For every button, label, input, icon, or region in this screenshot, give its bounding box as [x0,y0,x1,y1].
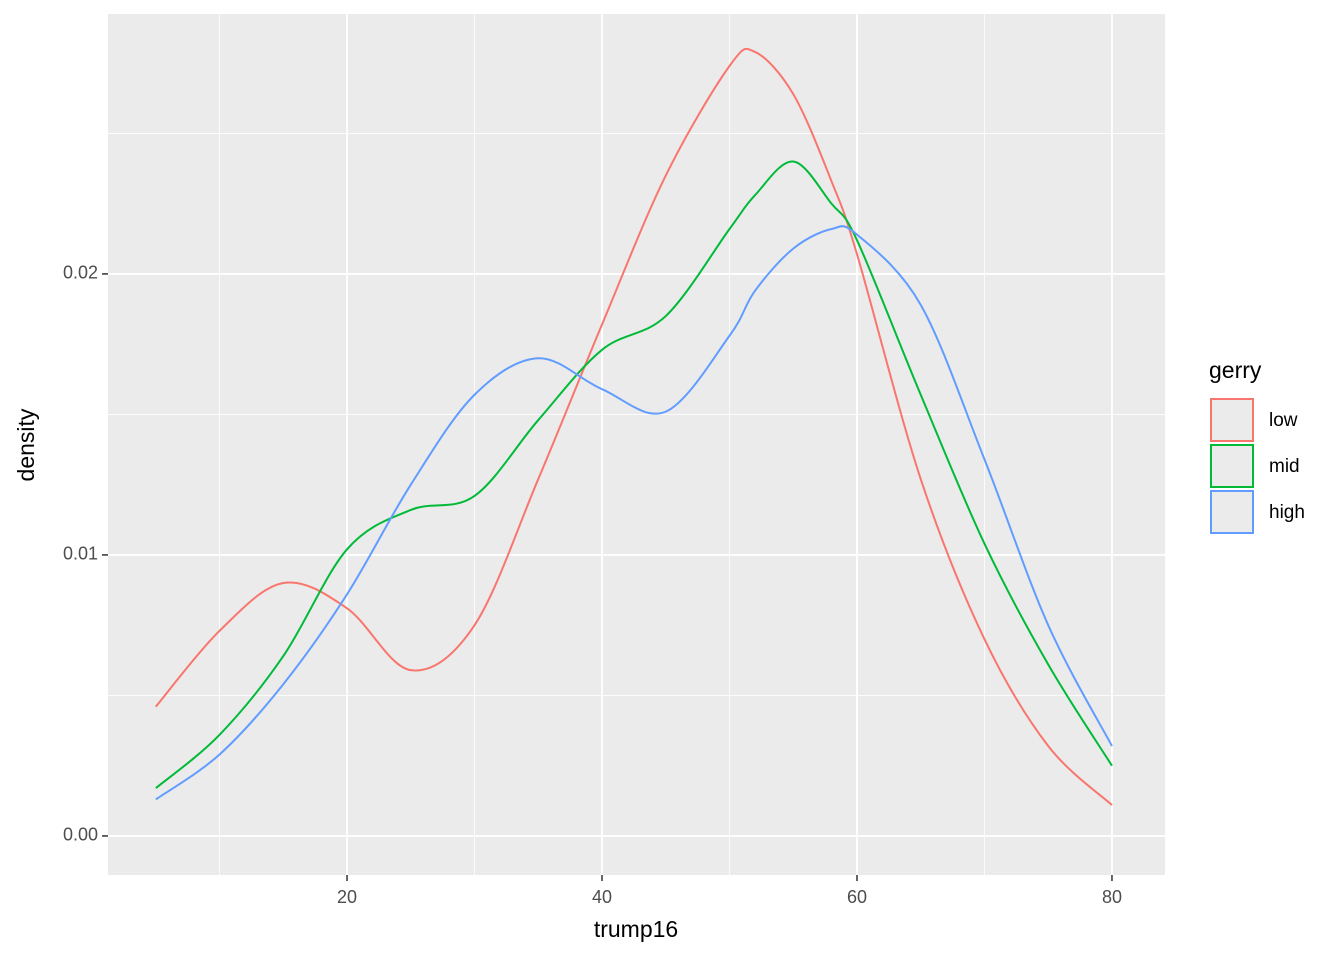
legend-label: low [1269,410,1298,431]
legend-key [1210,444,1254,488]
x-tick-label: 80 [1102,887,1122,907]
x-tick-label: 20 [337,887,357,907]
y-axis-title: density [13,408,39,481]
panel [108,14,1165,875]
y-tick-label: 0.02 [63,263,98,283]
legend-key [1210,398,1254,442]
x-axis-title: trump16 [594,916,678,942]
x-tick-label: 60 [847,887,867,907]
density-line [155,225,1113,801]
y-tick-label: 0.00 [63,825,98,845]
legend-label: high [1269,502,1305,523]
density-line [155,47,1113,806]
density-line [155,160,1113,789]
y-tick-label: 0.01 [63,544,98,564]
legend-label: mid [1269,456,1300,477]
legend-key [1210,490,1254,534]
legend-title: gerry [1209,357,1262,383]
x-tick-label: 40 [592,887,612,907]
